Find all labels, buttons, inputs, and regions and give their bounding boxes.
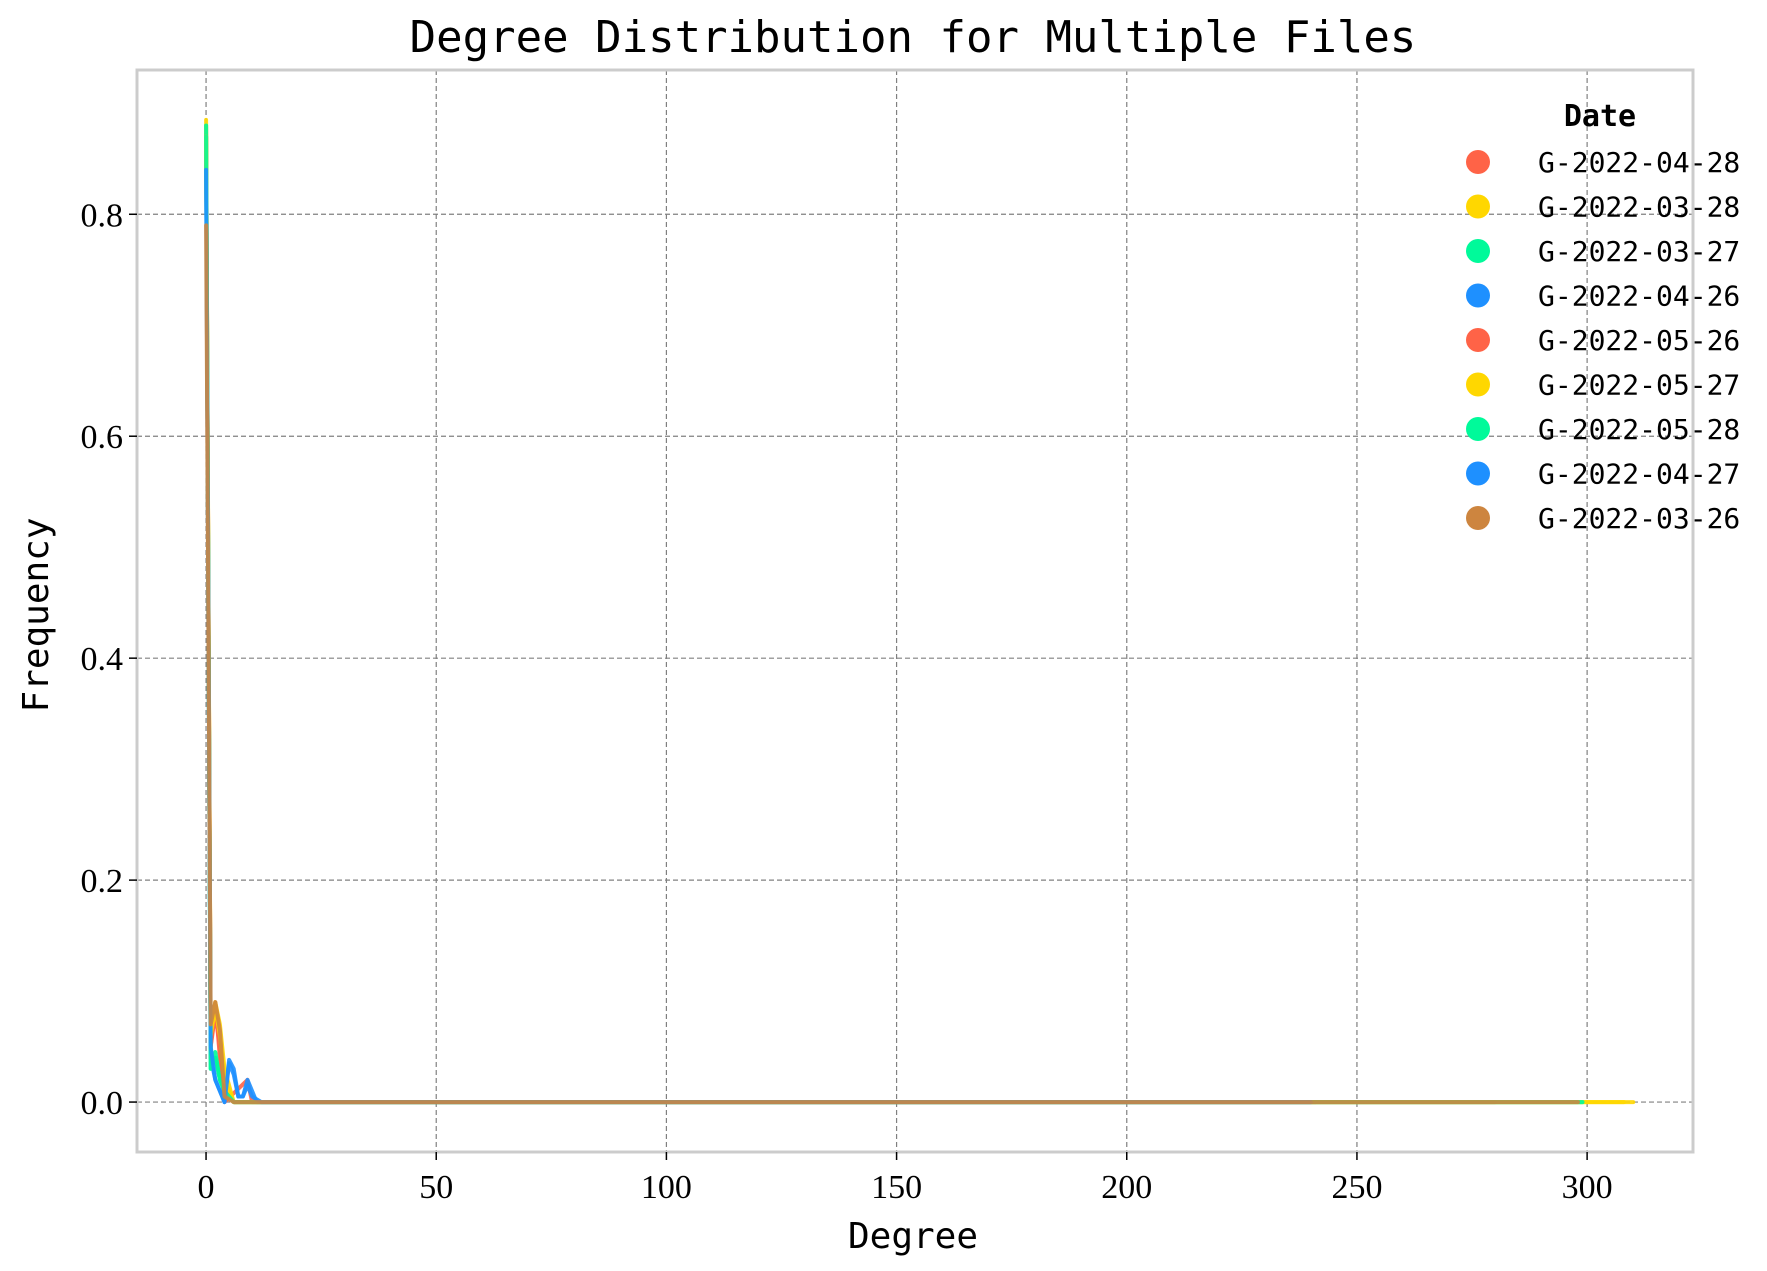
plot-frame xyxy=(135,68,1695,1154)
series-line-9 xyxy=(204,223,1580,1105)
x-tick-label: 250 xyxy=(1331,1169,1382,1206)
x-tick-label: 0 xyxy=(198,1169,215,1206)
legend-entry-label: G-2022-05-26 xyxy=(1538,324,1740,357)
legend: Date G-2022-04-28 G-2022-03-28 G-2022-03-2… xyxy=(1466,99,1740,535)
y-tick-label: 0.4 xyxy=(81,641,124,678)
legend-marker xyxy=(1466,372,1490,397)
series-line-1 xyxy=(204,123,1318,1105)
legend-marker xyxy=(1466,328,1490,352)
legend-entry-label: G-2022-03-27 xyxy=(1538,235,1740,268)
series-line-6 xyxy=(204,134,1626,1105)
legend-marker xyxy=(1466,461,1490,486)
series-line-2 xyxy=(204,117,1636,1105)
legend-marker xyxy=(1466,283,1490,308)
series-line-8 xyxy=(204,167,1313,1105)
legend-entry-label: G-2022-03-26 xyxy=(1538,502,1740,535)
legend-entry-label: G-2022-05-28 xyxy=(1538,413,1740,446)
y-tick-label: 0.6 xyxy=(81,419,124,456)
x-tick-label: 200 xyxy=(1101,1169,1152,1206)
legend-entry-label: G-2022-03-28 xyxy=(1538,191,1740,224)
legend-entry-label: G-2022-04-26 xyxy=(1538,280,1740,313)
axis-ticks: 0 50 100 150 200 250 300 0.0 0.2 0.4 0.6 0.8 xyxy=(81,197,1613,1206)
series-line-5 xyxy=(204,134,1497,1105)
y-axis-label: Frequency xyxy=(16,517,57,712)
legend-entry-label: G-2022-05-27 xyxy=(1538,369,1740,402)
series-line-7 xyxy=(204,134,1585,1105)
legend-marker xyxy=(1466,506,1490,530)
legend-marker xyxy=(1466,417,1490,441)
series-lines xyxy=(204,117,1636,1105)
chart-title: Degree Distribution for Multiple Files xyxy=(410,12,1417,63)
legend-entry-label: G-2022-04-28 xyxy=(1538,146,1740,179)
x-axis-label: Degree xyxy=(848,1216,978,1257)
x-tick-label: 50 xyxy=(419,1169,453,1206)
series-line-4 xyxy=(204,156,1313,1105)
y-tick-label: 0.2 xyxy=(81,863,124,900)
x-tick-label: 300 xyxy=(1562,1169,1613,1206)
legend-marker xyxy=(1466,150,1490,174)
legend-marker xyxy=(1466,239,1490,263)
x-tick-label: 100 xyxy=(641,1169,692,1206)
legend-entry-label: G-2022-04-27 xyxy=(1538,458,1740,491)
series-line-3 xyxy=(204,123,1585,1105)
legend-title: Date xyxy=(1564,99,1636,134)
grid-lines xyxy=(137,70,1693,1152)
y-tick-label: 0.8 xyxy=(81,197,124,234)
legend-marker xyxy=(1466,194,1490,219)
y-tick-label: 0.0 xyxy=(81,1085,124,1122)
x-tick-label: 150 xyxy=(871,1169,922,1206)
